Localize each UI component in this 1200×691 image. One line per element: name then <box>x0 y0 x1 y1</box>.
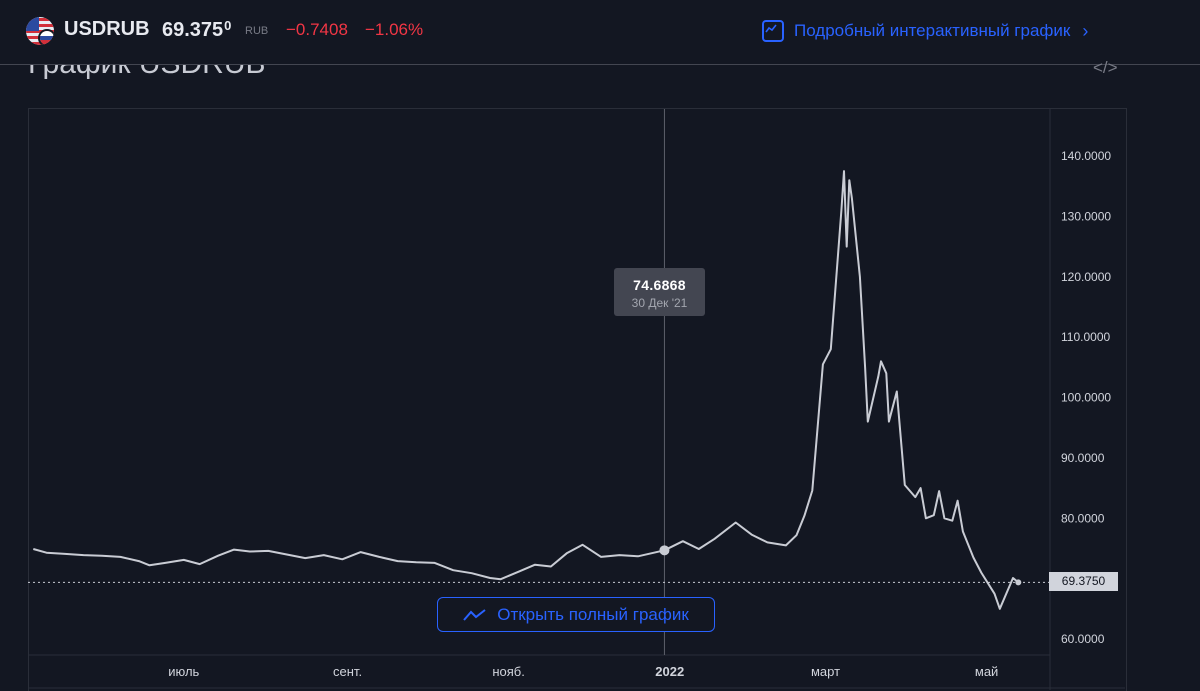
currency-pair-flag-icon <box>26 17 54 45</box>
embed-code-icon[interactable]: </> <box>1093 58 1118 77</box>
y-tick-label: 60.0000 <box>1061 632 1105 646</box>
chevron-right-icon: › <box>1082 20 1089 41</box>
x-tick-label: нояб. <box>492 664 525 679</box>
y-tick-label: 90.0000 <box>1061 451 1105 465</box>
price-main: 69.375 <box>162 19 224 41</box>
last-price-point <box>1015 579 1022 586</box>
ticker-symbol[interactable]: USDRUB <box>64 18 150 40</box>
tooltip-value: 74.6868 <box>633 277 686 293</box>
y-tick-label: 140.0000 <box>1061 149 1111 163</box>
x-axis-ticks: июль сент. нояб. 2022 март май <box>168 664 998 679</box>
x-tick-label: 2022 <box>655 664 684 679</box>
y-tick-label: 120.0000 <box>1061 270 1111 284</box>
y-tick-label: 130.0000 <box>1061 209 1111 223</box>
x-tick-label: сент. <box>333 664 362 679</box>
price-currency: RUB <box>245 25 269 37</box>
header-bar: USDRUB 69.3750 RUB −0.7408 −1.06% Подроб… <box>0 0 1200 65</box>
price-change: −0.7408 <box>286 20 348 39</box>
crosshair-tooltip: 74.6868 30 Дек '21 <box>614 268 705 316</box>
detailed-chart-link[interactable]: Подробный интерактивный график › <box>762 17 1088 45</box>
chart-icon <box>762 20 784 42</box>
x-tick-label: май <box>975 664 998 679</box>
price-last-digit: 0 <box>224 18 232 33</box>
tooltip-date: 30 Дек '21 <box>631 296 688 310</box>
price-change-percent: −1.06% <box>365 20 424 39</box>
open-full-chart-label: Открыть полный график <box>497 604 689 624</box>
y-tick-label: 100.0000 <box>1061 391 1111 405</box>
x-tick-label: июль <box>168 664 199 679</box>
x-tick-label: март <box>811 664 840 679</box>
last-price-label: 69.3750 <box>1049 572 1118 591</box>
y-tick-label: 110.0000 <box>1061 330 1110 344</box>
current-price: 69.3750 <box>162 18 231 42</box>
crosshair-point <box>659 545 670 556</box>
trend-line-icon <box>463 608 486 621</box>
y-tick-label: 80.0000 <box>1061 511 1105 525</box>
detailed-chart-link-label: Подробный интерактивный график <box>794 21 1071 40</box>
chart-frame <box>28 108 1127 691</box>
price-series-line <box>33 170 1019 610</box>
open-full-chart-button[interactable]: Открыть полный график <box>437 597 715 632</box>
